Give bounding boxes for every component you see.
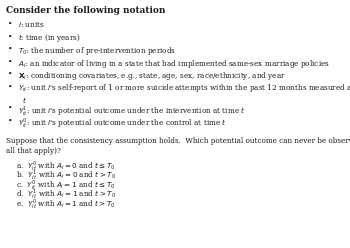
Text: •: •: [8, 83, 13, 91]
Text: $Y_{it}$: unit $i$'s self-report of 1 or more suicide attempts within the past 1: $Y_{it}$: unit $i$'s self-report of 1 or…: [18, 83, 350, 94]
Text: Suppose that the consistency assumption holds.  Which potential outcome can neve: Suppose that the consistency assumption …: [6, 137, 350, 145]
Text: a.  $Y_{it}^{0}$ with $A_i = 0$ and $t \leq T_0$: a. $Y_{it}^{0}$ with $A_i = 0$ and $t \l…: [16, 159, 116, 173]
Text: •: •: [8, 45, 13, 53]
Text: •: •: [8, 32, 13, 40]
Text: •: •: [8, 58, 13, 65]
Text: d.  $Y_{it}^{1}$ with $A_i = 1$ and $t > T_0$: d. $Y_{it}^{1}$ with $A_i = 1$ and $t > …: [16, 187, 116, 201]
Text: b.  $Y_{it}^{1}$ with $A_i = 0$ and $t > T_0$: b. $Y_{it}^{1}$ with $A_i = 0$ and $t > …: [16, 168, 116, 182]
Text: e.  $Y_{it}^{0}$ with $A_i = 1$ and $t > T_0$: e. $Y_{it}^{0}$ with $A_i = 1$ and $t > …: [16, 197, 116, 211]
Text: $Y_{it}^{1}$: unit $i$'s potential outcome under the intervention at time $t$: $Y_{it}^{1}$: unit $i$'s potential outco…: [18, 104, 246, 118]
Text: $A_i$: an indicator of living in a state that had implemented same-sex marriage : $A_i$: an indicator of living in a state…: [18, 58, 330, 69]
Text: $\mathbf{X}_i$: conditioning covariates, e.g., state, age, sex, race/ethnicity, : $\mathbf{X}_i$: conditioning covariates,…: [18, 70, 286, 82]
Text: $T_0$: the number of pre-intervention periods: $T_0$: the number of pre-intervention pe…: [18, 45, 176, 57]
Text: •: •: [8, 104, 13, 112]
Text: all that apply)?: all that apply)?: [6, 147, 61, 155]
Text: $t$: time (in years): $t$: time (in years): [18, 32, 80, 44]
Text: $i$: units: $i$: units: [18, 20, 45, 29]
Text: Consider the following notation: Consider the following notation: [6, 6, 165, 15]
Text: c.  $Y_{it}^{0}$ with $A_i = 1$ and $t \leq T_0$: c. $Y_{it}^{0}$ with $A_i = 1$ and $t \l…: [16, 178, 116, 192]
Text: $Y_{it}^{0}$: unit $i$'s potential outcome under the control at time $t$: $Y_{it}^{0}$: unit $i$'s potential outco…: [18, 117, 227, 130]
Text: •: •: [8, 70, 13, 78]
Text: •: •: [8, 20, 13, 28]
Text: •: •: [8, 117, 13, 124]
Text: $t$: $t$: [22, 95, 27, 105]
